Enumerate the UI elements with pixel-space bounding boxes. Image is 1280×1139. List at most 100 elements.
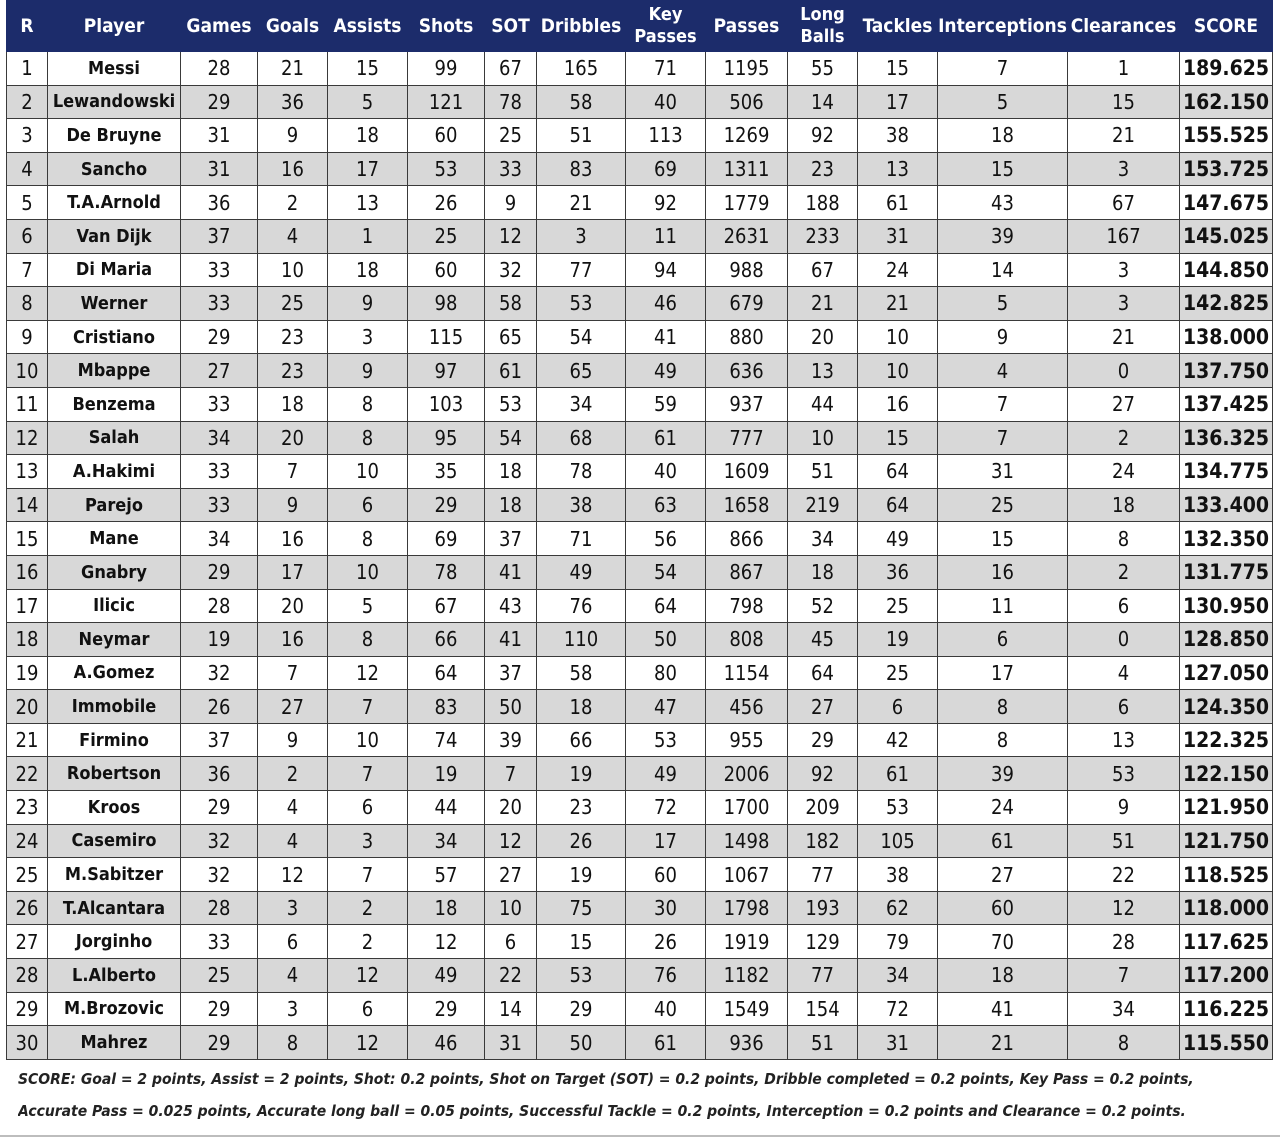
table-row: 25 M.Sabitzer 32 12 7 57 27 19 60 1067 77 38 27 22 118… <box>6 857 1273 892</box>
sot-cell: 31 <box>484 1025 537 1060</box>
rank-cell: 21 <box>6 722 48 758</box>
header-dribbles: Dribbles <box>536 0 626 52</box>
interceptions-cell: 4 <box>937 353 1068 388</box>
assists-cell: 18 <box>327 252 408 288</box>
table-row: 22 Robertson 36 2 7 19 7 19 49 2006 92 61 39 53 122.15… <box>6 756 1273 792</box>
table-row: 23 Kroos 29 4 6 44 20 23 72 1700 209 53 24 9 121.950 <box>6 790 1273 825</box>
passes-cell: 777 <box>705 420 788 456</box>
long-balls-cell: 27 <box>787 689 858 724</box>
key-passes-cell: 59 <box>625 386 706 422</box>
goals-cell: 9 <box>257 487 328 523</box>
clearances-cell: 12 <box>1067 890 1180 926</box>
assists-cell: 12 <box>327 655 408 691</box>
rank-cell: 1 <box>6 51 48 86</box>
clearances-cell: 28 <box>1067 924 1180 960</box>
header-player: Player <box>47 0 181 52</box>
assists-cell: 8 <box>327 521 408 556</box>
clearances-cell: 51 <box>1067 823 1180 859</box>
interceptions-cell: 8 <box>937 689 1068 724</box>
sot-cell: 67 <box>484 51 537 86</box>
score-cell: 137.750 <box>1179 353 1273 388</box>
assists-cell: 5 <box>327 588 408 624</box>
interceptions-cell: 6 <box>937 622 1068 657</box>
score-cell: 132.350 <box>1179 521 1273 556</box>
table-row: 1 Messi 28 21 15 99 67 165 71 1195 55 15 7 1 189.625 <box>6 51 1273 86</box>
assists-cell: 3 <box>327 823 408 859</box>
score-cell: 121.750 <box>1179 823 1273 859</box>
tackles-cell: 25 <box>857 655 938 691</box>
shots-cell: 29 <box>407 991 485 1027</box>
assists-cell: 2 <box>327 924 408 960</box>
player-cell: Lewandowski <box>47 84 181 120</box>
tackles-cell: 16 <box>857 386 938 422</box>
player-cell: T.A.Arnold <box>47 185 181 220</box>
clearances-cell: 8 <box>1067 521 1180 556</box>
interceptions-cell: 61 <box>937 823 1068 859</box>
passes-cell: 1658 <box>705 487 788 523</box>
games-cell: 33 <box>180 252 258 288</box>
games-cell: 32 <box>180 857 258 892</box>
clearances-cell: 67 <box>1067 185 1180 220</box>
tackles-cell: 13 <box>857 151 938 187</box>
goals-cell: 10 <box>257 252 328 288</box>
key-passes-cell: 40 <box>625 991 706 1027</box>
rank-cell: 29 <box>6 991 48 1027</box>
tackles-cell: 38 <box>857 118 938 153</box>
header-sot: SOT <box>484 0 537 52</box>
dribbles-cell: 58 <box>536 84 626 120</box>
clearances-cell: 21 <box>1067 319 1180 355</box>
score-legend-line-1: SCORE: Goal = 2 points, Assist = 2 point… <box>18 1070 1194 1088</box>
header-rank: R <box>6 0 48 52</box>
table-row: 5 T.A.Arnold 36 2 13 26 9 21 92 1779 188 61 43 67 147.… <box>6 185 1273 220</box>
tackles-cell: 6 <box>857 689 938 724</box>
rank-cell: 8 <box>6 286 48 321</box>
clearances-cell: 8 <box>1067 1025 1180 1060</box>
key-passes-cell: 61 <box>625 1025 706 1060</box>
table-row: 2 Lewandowski 29 36 5 121 78 58 40 506 14 17 5 15 162.… <box>6 84 1273 120</box>
clearances-cell: 0 <box>1067 353 1180 388</box>
key-passes-cell: 50 <box>625 622 706 657</box>
player-cell: Mbappe <box>47 353 181 388</box>
bottom-divider <box>0 1135 1280 1137</box>
games-cell: 33 <box>180 487 258 523</box>
key-passes-cell: 40 <box>625 454 706 489</box>
player-cell: Werner <box>47 286 181 321</box>
shots-cell: 78 <box>407 554 485 590</box>
passes-cell: 1700 <box>705 790 788 825</box>
goals-cell: 7 <box>257 454 328 489</box>
player-cell: Benzema <box>47 386 181 422</box>
dribbles-cell: 66 <box>536 722 626 758</box>
interceptions-cell: 17 <box>937 655 1068 691</box>
games-cell: 34 <box>180 521 258 556</box>
score-cell: 124.350 <box>1179 689 1273 724</box>
dribbles-cell: 58 <box>536 655 626 691</box>
shots-cell: 83 <box>407 689 485 724</box>
key-passes-cell: 49 <box>625 353 706 388</box>
long-balls-cell: 233 <box>787 218 858 254</box>
games-cell: 27 <box>180 353 258 388</box>
dribbles-cell: 76 <box>536 588 626 624</box>
goals-cell: 16 <box>257 151 328 187</box>
games-cell: 29 <box>180 319 258 355</box>
clearances-cell: 22 <box>1067 857 1180 892</box>
long-balls-cell: 129 <box>787 924 858 960</box>
key-passes-cell: 92 <box>625 185 706 220</box>
interceptions-cell: 18 <box>937 958 1068 993</box>
key-passes-cell: 11 <box>625 218 706 254</box>
games-cell: 34 <box>180 420 258 456</box>
games-cell: 32 <box>180 823 258 859</box>
assists-cell: 10 <box>327 722 408 758</box>
key-passes-cell: 71 <box>625 51 706 86</box>
long-balls-cell: 51 <box>787 1025 858 1060</box>
shots-cell: 74 <box>407 722 485 758</box>
assists-cell: 2 <box>327 890 408 926</box>
goals-cell: 9 <box>257 118 328 153</box>
sot-cell: 39 <box>484 722 537 758</box>
shots-cell: 19 <box>407 756 485 792</box>
clearances-cell: 0 <box>1067 622 1180 657</box>
goals-cell: 16 <box>257 521 328 556</box>
table-row: 11 Benzema 33 18 8 103 53 34 59 937 44 16 7 27 137.425 <box>6 386 1273 422</box>
player-cell: De Bruyne <box>47 118 181 153</box>
long-balls-cell: 45 <box>787 622 858 657</box>
player-cell: Sancho <box>47 151 181 187</box>
